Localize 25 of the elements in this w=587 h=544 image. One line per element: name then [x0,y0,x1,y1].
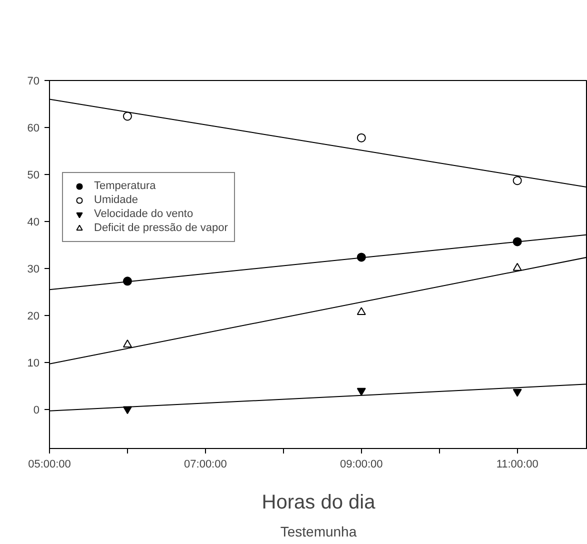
y-tick-label: 30 [27,263,40,276]
point [356,307,366,316]
point [356,388,366,396]
x-axis-title: Horas do dia [262,492,376,514]
y-tick-label: 50 [27,169,40,182]
point [122,112,132,121]
x-tick-label: 09:00:00 [340,458,383,470]
legend-label: Temperatura [94,179,156,193]
legend-label: Umidade [94,193,138,207]
point [512,388,522,397]
point [512,176,522,186]
y-tick-label: 10 [27,357,40,370]
x-tick-label: 11:00:00 [496,458,538,470]
y-tick-label: 40 [27,216,40,228]
y-tick-label: 70 [27,76,40,88]
legend-label: Deficit de pressão de vapor [94,221,228,235]
text: Testemunha [280,524,357,540]
x-tick-label: 07:00:00 [184,458,227,470]
y-tick-label: 20 [27,310,40,322]
legend-label: Velocidade do vento [94,207,194,221]
y-tick-label: 0 [33,404,40,416]
point [512,262,522,271]
y-tick-label: 60 [27,122,40,134]
point [356,133,366,142]
x-tick-label: 05:00:00 [28,458,71,470]
